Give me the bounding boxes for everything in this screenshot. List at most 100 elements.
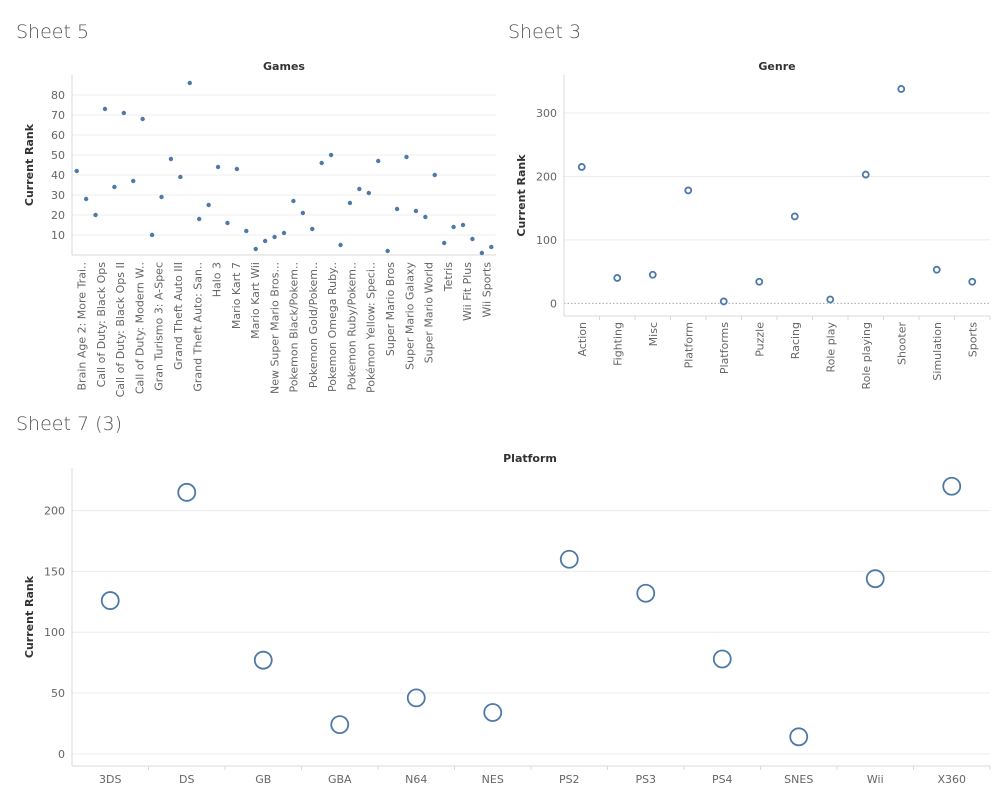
platform-y-tick: 50 (51, 687, 65, 700)
games-point[interactable] (234, 166, 240, 172)
platform-point[interactable] (789, 727, 809, 747)
games-point[interactable] (310, 226, 315, 232)
games-y-axis-title: Current Rank (23, 123, 36, 206)
genre-x-tick: Sports (966, 322, 979, 358)
games-point[interactable] (121, 110, 127, 116)
games-point[interactable] (253, 246, 258, 252)
games-point[interactable] (206, 202, 211, 208)
games-point[interactable] (328, 152, 334, 158)
games-point[interactable] (281, 230, 287, 236)
genre-point[interactable] (613, 274, 622, 282)
games-point[interactable] (187, 80, 192, 86)
games-point[interactable] (366, 190, 371, 196)
platform-x-tick: SNES (784, 773, 813, 786)
platform-point[interactable] (865, 569, 885, 589)
games-x-tick: Pokemon Gold/Pokem.. (307, 262, 320, 388)
games-point[interactable] (338, 242, 343, 248)
games-point[interactable] (168, 156, 174, 162)
games-x-tick: Grand Theft Auto III (172, 262, 185, 370)
games-x-tick: Brain Age 2: More Trai.. (76, 262, 89, 391)
genre-point[interactable] (648, 270, 657, 279)
games-point[interactable] (178, 174, 183, 180)
games-point[interactable] (319, 160, 324, 166)
games-point[interactable] (102, 106, 108, 112)
genre-point[interactable] (719, 297, 728, 306)
games-point[interactable] (149, 232, 155, 238)
genre-point[interactable] (790, 212, 799, 221)
games-y-tick: 10 (51, 229, 65, 242)
genre-point[interactable] (932, 265, 941, 274)
games-x-tick: Super Mario Bros (384, 262, 397, 356)
games-point[interactable] (83, 196, 89, 202)
genre-header: Genre (758, 60, 795, 73)
platform-point[interactable] (636, 583, 656, 603)
games-point[interactable] (394, 206, 400, 212)
games-point[interactable] (262, 238, 268, 244)
platform-point[interactable] (559, 549, 579, 569)
games-point[interactable] (404, 154, 409, 160)
games-point[interactable] (93, 212, 98, 218)
games-point[interactable] (197, 216, 202, 222)
games-y-tick: 20 (51, 209, 65, 222)
games-point[interactable] (347, 200, 353, 206)
platform-point[interactable] (177, 482, 197, 502)
games-point[interactable] (225, 220, 230, 226)
genre-point[interactable] (684, 186, 693, 195)
games-point[interactable] (291, 198, 296, 204)
genre-x-tick: Misc (647, 322, 660, 346)
genre-point[interactable] (826, 295, 835, 304)
games-point[interactable] (159, 194, 164, 200)
genre-y-tick: 200 (536, 170, 557, 183)
games-point[interactable] (300, 210, 306, 216)
platform-x-tick: 3DS (99, 773, 121, 786)
genre-point[interactable] (968, 277, 977, 286)
genre-point[interactable] (755, 277, 764, 286)
platform-point[interactable] (253, 650, 273, 670)
genre-y-axis-title: Current Rank (515, 154, 528, 237)
games-point[interactable] (112, 184, 117, 190)
platform-point[interactable] (100, 591, 120, 610)
games-point[interactable] (131, 178, 136, 184)
platform-x-tick: GB (255, 773, 271, 786)
platform-point[interactable] (942, 476, 962, 496)
games-point[interactable] (470, 236, 475, 242)
games-point[interactable] (357, 186, 362, 192)
genre-point[interactable] (897, 85, 906, 93)
sheet-7-title: Sheet 7 (3) (16, 413, 123, 435)
games-point[interactable] (376, 158, 381, 164)
games-y-tick: 50 (51, 149, 65, 162)
games-point[interactable] (74, 168, 79, 174)
games-point[interactable] (489, 244, 494, 250)
games-point[interactable] (460, 222, 466, 228)
games-point[interactable] (385, 248, 390, 254)
platform-point[interactable] (406, 688, 426, 708)
genre-y-tick: 100 (536, 234, 557, 247)
games-point[interactable] (272, 234, 277, 240)
games-point[interactable] (215, 164, 221, 170)
platform-x-tick: GBA (328, 773, 352, 786)
genre-point[interactable] (577, 163, 586, 171)
platform-y-tick: 200 (44, 505, 65, 518)
games-point[interactable] (423, 214, 428, 220)
genre-x-tick: Racing (789, 322, 802, 359)
games-point[interactable] (140, 116, 145, 122)
games-x-tick: Wii Fit Plus (461, 262, 474, 321)
genre-point[interactable] (861, 170, 870, 179)
games-point[interactable] (451, 224, 456, 230)
games-x-tick: Pokémon Yellow: Speci.. (365, 262, 378, 393)
games-x-tick: New Super Mario Bros... (268, 262, 281, 394)
games-point[interactable] (432, 172, 437, 178)
games-x-tick: Call of Duty: Black Ops II (114, 262, 127, 397)
games-point[interactable] (441, 240, 447, 246)
platform-x-tick: PS3 (635, 773, 656, 786)
genre-y-tick: 0 (550, 297, 557, 310)
genre-x-tick: Shooter (895, 322, 908, 365)
platform-point[interactable] (483, 703, 503, 722)
games-point[interactable] (413, 208, 419, 214)
genre-y-tick: 300 (536, 107, 557, 120)
platform-point[interactable] (330, 715, 350, 735)
games-point[interactable] (479, 250, 485, 256)
games-point[interactable] (244, 228, 249, 234)
platform-x-tick: NES (482, 773, 504, 786)
platform-point[interactable] (712, 649, 732, 669)
